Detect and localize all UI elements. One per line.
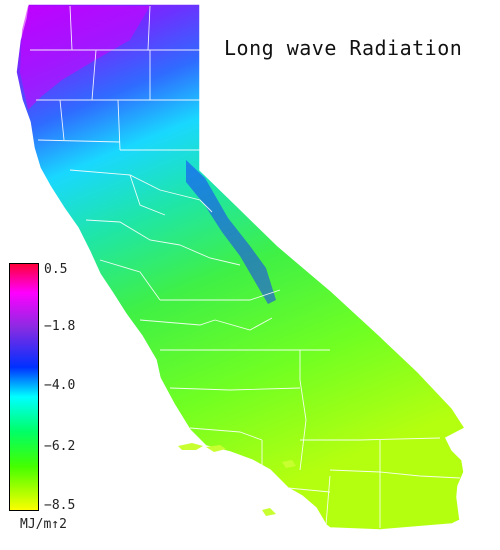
county-boundaries [30,5,461,528]
channel-islands [178,443,296,516]
legend-gradient [9,263,39,511]
sierra-band [186,160,276,304]
legend-tick-2: −1.8 [44,319,76,334]
north-coast-patch [20,6,150,110]
legend-tick-bottom: −8.5 [44,498,76,513]
map-title: Long wave Radiation [224,36,463,60]
legend-colorbar [9,263,39,511]
legend-tick-top: 0.5 [44,262,68,277]
legend-tick-3: −4.0 [44,378,76,393]
state-shape [15,3,467,531]
legend-units: MJ/m↑2 [20,517,67,532]
legend-tick-4: −6.2 [44,439,76,454]
